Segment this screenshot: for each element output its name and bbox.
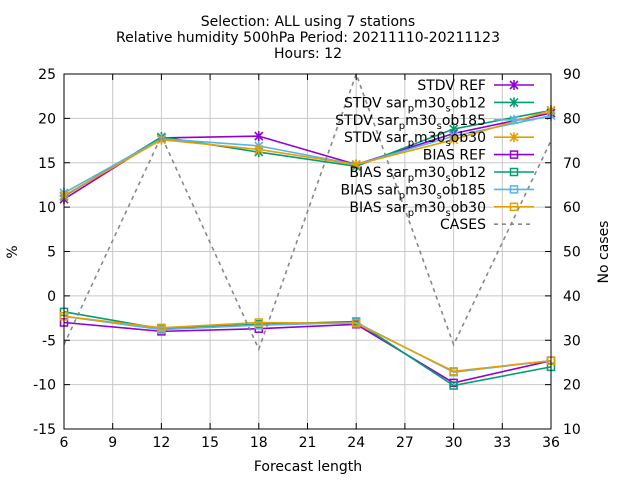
data-point bbox=[351, 159, 361, 170]
x-axis-label: Forecast length bbox=[254, 459, 362, 475]
data-point bbox=[449, 367, 458, 376]
data-point bbox=[254, 318, 264, 327]
legend-label: STDV sarpm30sob30 bbox=[344, 130, 486, 149]
legend-marker bbox=[509, 167, 519, 177]
legend-entry: BIAS REF bbox=[423, 148, 534, 164]
legend-entry: STDV sarpm30sob185 bbox=[335, 113, 534, 132]
legend-entry: BIAS sarpm30sob12 bbox=[349, 165, 534, 184]
legend-marker bbox=[509, 150, 519, 159]
x-tick-label: 24 bbox=[347, 435, 365, 451]
legend-label: BIAS sarpm30sob30 bbox=[349, 200, 486, 219]
y-tick-label: 25 bbox=[38, 67, 56, 83]
chart-title-line-2: Relative humidity 500hPa Period: 2021111… bbox=[116, 30, 500, 46]
y2-tick-label: 80 bbox=[563, 111, 581, 127]
y-tick-label: -10 bbox=[33, 378, 56, 394]
x-tick-label: 6 bbox=[60, 435, 69, 451]
x-tick-label: 15 bbox=[201, 435, 219, 451]
x-tick-label: 33 bbox=[493, 435, 511, 451]
data-point bbox=[254, 131, 264, 142]
y2-tick-label: 90 bbox=[563, 67, 581, 83]
legend-marker bbox=[509, 114, 519, 125]
x-tick-label: 18 bbox=[250, 435, 268, 451]
data-point bbox=[157, 323, 166, 333]
legend-label: CASES bbox=[440, 217, 486, 233]
legend-label: BIAS REF bbox=[423, 148, 486, 164]
legend-marker bbox=[509, 132, 519, 143]
data-point bbox=[449, 381, 458, 390]
y-axis-label: % bbox=[5, 245, 21, 258]
legend-marker bbox=[509, 80, 519, 90]
data-point bbox=[254, 144, 264, 155]
y-tick-label: 0 bbox=[47, 289, 56, 305]
series-cases bbox=[63, 71, 552, 352]
legend-entry: STDV sarpm30sob30 bbox=[344, 130, 534, 149]
legend-marker bbox=[509, 185, 519, 194]
legend-entry: STDV REF bbox=[417, 78, 534, 94]
chart-title-line-1: Selection: ALL using 7 stations bbox=[201, 14, 415, 30]
y2-tick-label: 40 bbox=[563, 289, 581, 305]
y-tick-label: 20 bbox=[38, 111, 56, 127]
y2-tick-label: 50 bbox=[563, 245, 581, 261]
x-tick-label: 21 bbox=[299, 435, 317, 451]
y-tick-label: -15 bbox=[33, 422, 56, 438]
legend-label: BIAS sarpm30sob185 bbox=[341, 182, 487, 201]
data-point bbox=[449, 134, 459, 145]
y2-tick-label: 10 bbox=[563, 422, 581, 438]
series-line bbox=[63, 109, 552, 197]
legend-entry: BIAS sarpm30sob185 bbox=[341, 182, 534, 201]
legend-marker bbox=[509, 97, 519, 108]
series-line bbox=[63, 114, 552, 194]
x-tick-label: 36 bbox=[542, 435, 560, 451]
grid bbox=[64, 74, 551, 429]
legend-label: STDV sarpm30sob12 bbox=[344, 95, 486, 114]
legend-entry: BIAS sarpm30sob30 bbox=[349, 200, 534, 219]
y-tick-label: 10 bbox=[38, 200, 56, 216]
legend-label: STDV sarpm30sob185 bbox=[335, 113, 486, 132]
legend-marker bbox=[509, 202, 519, 212]
y-tick-label: 5 bbox=[47, 245, 56, 261]
legend-label: STDV REF bbox=[417, 78, 486, 94]
y2-tick-label: 70 bbox=[563, 156, 581, 172]
x-tick-label: 9 bbox=[108, 435, 117, 451]
chart-title-line-3: Hours: 12 bbox=[274, 46, 342, 62]
y2-tick-label: 20 bbox=[563, 378, 581, 394]
series-layer bbox=[59, 71, 556, 390]
series-line bbox=[63, 315, 552, 373]
x-tick-label: 30 bbox=[445, 435, 463, 451]
series-line bbox=[63, 71, 552, 352]
data-point bbox=[156, 134, 166, 145]
y2-tick-label: 30 bbox=[563, 333, 581, 349]
y-tick-label: -5 bbox=[42, 333, 56, 349]
data-point bbox=[351, 319, 361, 328]
legend-entry: CASES bbox=[440, 217, 534, 233]
tick-layer: 6 9 12 15 18 21 24 27 30 33 362520151050-5-10-1590… bbox=[33, 67, 581, 451]
legend-label: BIAS sarpm30sob12 bbox=[349, 165, 486, 184]
chart-title: Selection: ALL using 7 stations Relative… bbox=[116, 14, 500, 62]
series-line bbox=[63, 321, 552, 384]
y2-axis-label: No cases bbox=[596, 221, 612, 284]
y-tick-label: 15 bbox=[38, 156, 56, 172]
x-tick-label: 12 bbox=[152, 435, 170, 451]
legend-entry: STDV sarpm30sob12 bbox=[344, 95, 534, 114]
x-tick-label: 27 bbox=[396, 435, 414, 451]
y2-tick-label: 60 bbox=[563, 200, 581, 216]
